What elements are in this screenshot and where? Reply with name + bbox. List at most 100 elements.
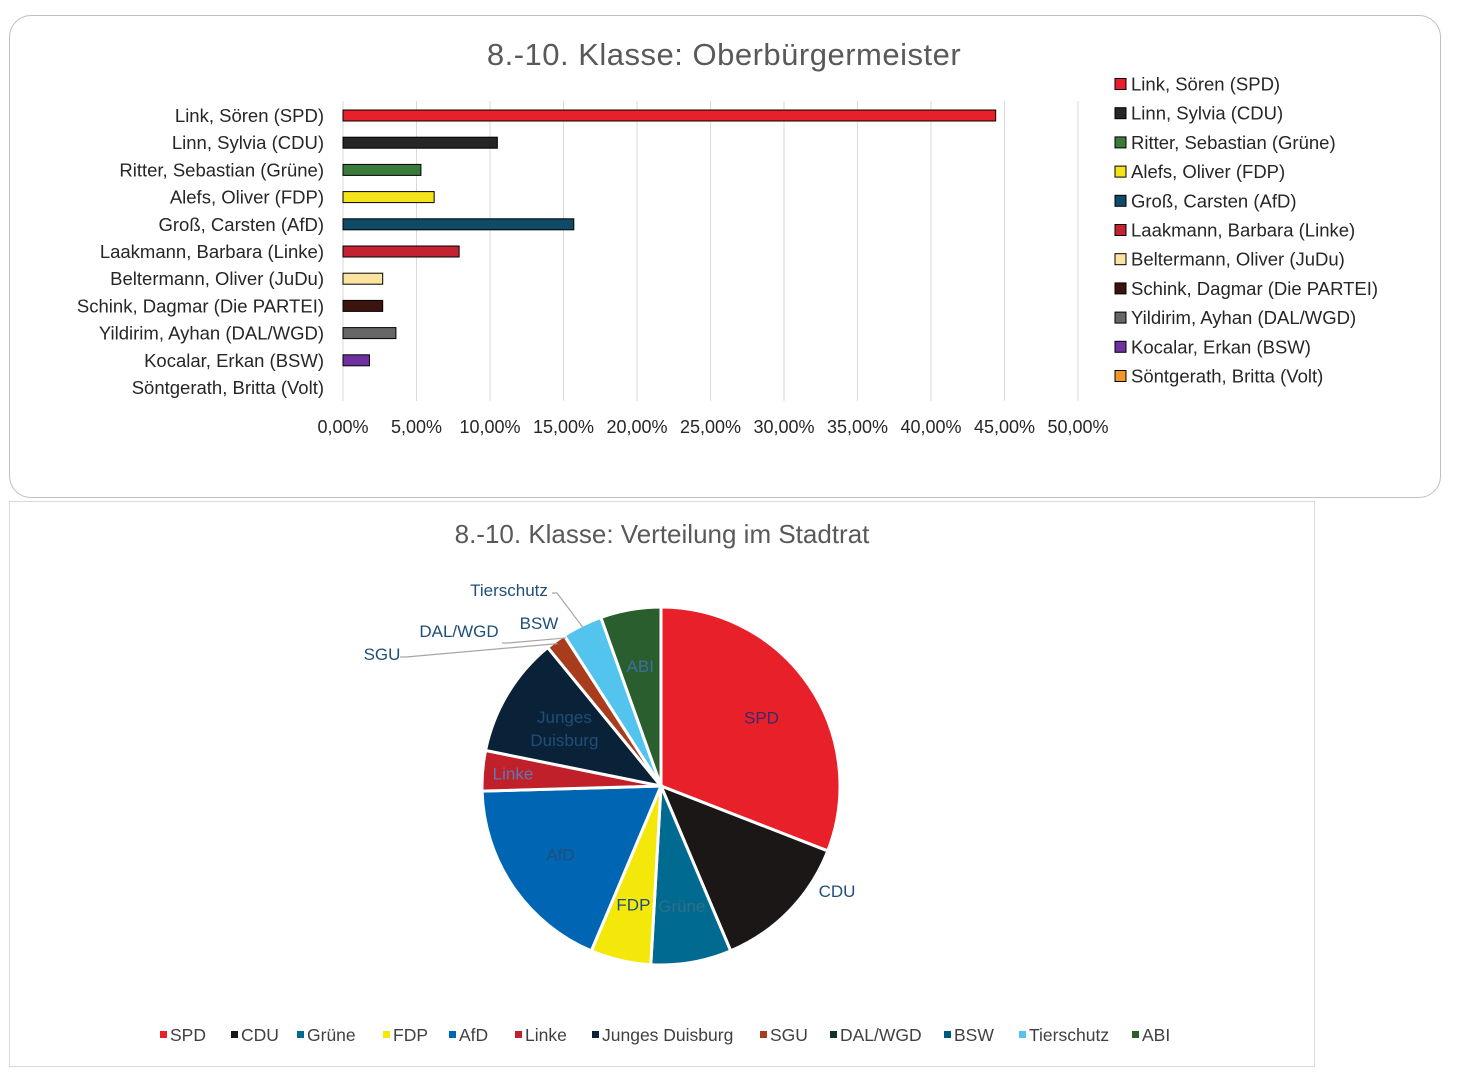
legend-swatch xyxy=(383,1031,390,1038)
legend-label: SGU xyxy=(770,1025,808,1045)
bar-laakmann-barbara-linke xyxy=(342,245,460,258)
x-tick-label: 10,00% xyxy=(459,417,520,437)
category-label: Söntgerath, Britta (Volt) xyxy=(132,377,324,398)
pie-slice-label: FDP xyxy=(616,896,650,915)
legend-label: Grüne xyxy=(307,1025,356,1045)
pie-slice-afd xyxy=(480,784,664,953)
legend-swatch xyxy=(1114,165,1127,178)
legend-label: Beltermann, Oliver (JuDu) xyxy=(1131,249,1345,270)
pie-chart-leader-lines xyxy=(400,592,584,658)
x-tick-label: 25,00% xyxy=(680,417,741,437)
legend-swatch xyxy=(1114,224,1127,236)
pie-slice-label: DAL/WGD xyxy=(419,622,498,641)
pie-chart-slice-labels: SPD CDU Grüne FDP AfD Linke Junges Duisburg SGU D… xyxy=(364,581,856,916)
pie-slice-label: Tierschutz xyxy=(470,581,548,600)
category-label: Kocalar, Erkan (BSW) xyxy=(144,350,324,371)
category-label: Ritter, Sebastian (Grüne) xyxy=(119,159,324,180)
legend-label: BSW xyxy=(954,1025,994,1045)
legend-label: Söntgerath, Britta (Volt) xyxy=(1131,366,1323,387)
bar-kocalar-erkan-bsw xyxy=(342,354,370,367)
legend-swatch xyxy=(1114,194,1127,207)
bar-chart-bars xyxy=(342,109,997,367)
legend-label: Schink, Dagmar (Die PARTEI) xyxy=(1131,278,1378,299)
legend-swatch xyxy=(449,1031,456,1038)
bar-ritter-sebastian-gr-ne xyxy=(342,163,422,176)
category-label: Linn, Sylvia (CDU) xyxy=(172,132,324,153)
category-label: Yildirim, Ayhan (DAL/WGD) xyxy=(99,323,324,344)
legend-swatch xyxy=(1114,311,1127,324)
pie-slice-cdu xyxy=(658,783,830,953)
legend-swatch xyxy=(944,1031,951,1038)
legend-label: Link, Sören (SPD) xyxy=(1131,74,1280,95)
pie-slice-label: SPD xyxy=(744,708,779,727)
legend-swatch xyxy=(1114,136,1127,149)
category-label: Beltermann, Oliver (JuDu) xyxy=(110,268,324,289)
x-tick-label: 35,00% xyxy=(827,417,888,437)
x-tick-label: 40,00% xyxy=(900,417,961,437)
pie-slice-label: Grüne xyxy=(658,897,705,916)
legend-label: Groß, Carsten (AfD) xyxy=(1131,190,1297,211)
legend-label: Junges Duisburg xyxy=(602,1025,733,1045)
pie-chart-slices xyxy=(480,605,842,967)
legend-swatch xyxy=(1132,1031,1139,1038)
legend-label: SPD xyxy=(170,1025,206,1045)
bar-alefs-oliver-fdp xyxy=(342,191,435,204)
legend-label: AfD xyxy=(459,1025,488,1045)
pie-slice-label: ABI xyxy=(627,657,654,676)
legend-label: Yildirim, Ayhan (DAL/WGD) xyxy=(1131,307,1356,328)
category-label: Schink, Dagmar (Die PARTEI) xyxy=(77,295,324,316)
legend-label: CDU xyxy=(241,1025,279,1045)
pie-chart-legend: SPD CDU Grüne FDP AfD Linke Junges Duisburg SGU… xyxy=(160,1025,1170,1045)
legend-label: Laakmann, Barbara (Linke) xyxy=(1131,220,1355,241)
legend-swatch xyxy=(1114,253,1127,266)
bar-chart-title: 8.-10. Klasse: Oberbürgermeister xyxy=(487,37,961,72)
legend-swatch xyxy=(592,1031,599,1038)
pie-slice-spd xyxy=(659,605,842,853)
x-tick-label: 50,00% xyxy=(1047,417,1108,437)
bar-chart-gridlines xyxy=(342,101,1079,401)
legend-swatch xyxy=(160,1031,167,1038)
legend-swatch xyxy=(515,1031,522,1038)
x-tick-label: 30,00% xyxy=(753,417,814,437)
bar-chart: 8.-10. Klasse: Oberbürgermeister Link, S… xyxy=(77,37,1378,437)
bar-schink-dagmar-die-partei xyxy=(342,299,384,312)
category-label: Groß, Carsten (AfD) xyxy=(159,214,325,235)
legend-label: FDP xyxy=(393,1025,428,1045)
category-label: Alefs, Oliver (FDP) xyxy=(170,187,324,208)
leader-line xyxy=(552,592,584,629)
bar-beltermann-oliver-judu xyxy=(342,272,384,285)
legend-swatch xyxy=(760,1031,767,1038)
x-tick-label: 5,00% xyxy=(391,417,442,437)
legend-swatch xyxy=(1114,370,1127,382)
legend-label: Alefs, Oliver (FDP) xyxy=(1131,161,1285,182)
legend-swatch xyxy=(231,1031,238,1038)
legend-swatch xyxy=(1114,78,1127,90)
bar-gro-carsten-afd xyxy=(342,218,575,231)
pie-slice-label: SGU xyxy=(364,645,401,664)
pie-chart-title: 8.-10. Klasse: Verteilung im Stadtrat xyxy=(455,519,871,549)
legend-label: Tierschutz xyxy=(1029,1025,1109,1045)
x-tick-label: 20,00% xyxy=(606,417,667,437)
legend-swatch xyxy=(1114,282,1127,295)
x-tick-label: 0,00% xyxy=(317,417,368,437)
pie-slice-label: CDU xyxy=(819,882,856,901)
x-tick-label: 45,00% xyxy=(974,417,1035,437)
leader-line xyxy=(502,637,566,644)
category-label: Laakmann, Barbara (Linke) xyxy=(100,241,324,262)
legend-label: DAL/WGD xyxy=(840,1025,922,1045)
bar-yildirim-ayhan-dal-wgd xyxy=(342,327,397,340)
legend-swatch xyxy=(297,1031,304,1038)
legend-label: Linke xyxy=(525,1025,567,1045)
pie-slice-label: Junges Duisburg xyxy=(530,708,598,750)
legend-swatch xyxy=(1114,340,1127,353)
pie-slice-label: AfD xyxy=(546,846,574,865)
pie-slice-label: Linke xyxy=(493,764,534,783)
bar-chart-legend: Link, Sören (SPD) Linn, Sylvia (CDU) Ritte… xyxy=(1114,74,1378,387)
pie-slice-abi xyxy=(598,605,663,787)
legend-swatch xyxy=(1114,107,1127,120)
bar-link-s-ren-spd xyxy=(342,109,997,122)
leader-line xyxy=(400,643,558,658)
bar-chart-tick-labels: 0,00% 5,00% 10,00% 15,00% 20,00% 25,00% 30,00%… xyxy=(317,417,1108,437)
legend-label: Ritter, Sebastian (Grüne) xyxy=(1131,132,1336,153)
